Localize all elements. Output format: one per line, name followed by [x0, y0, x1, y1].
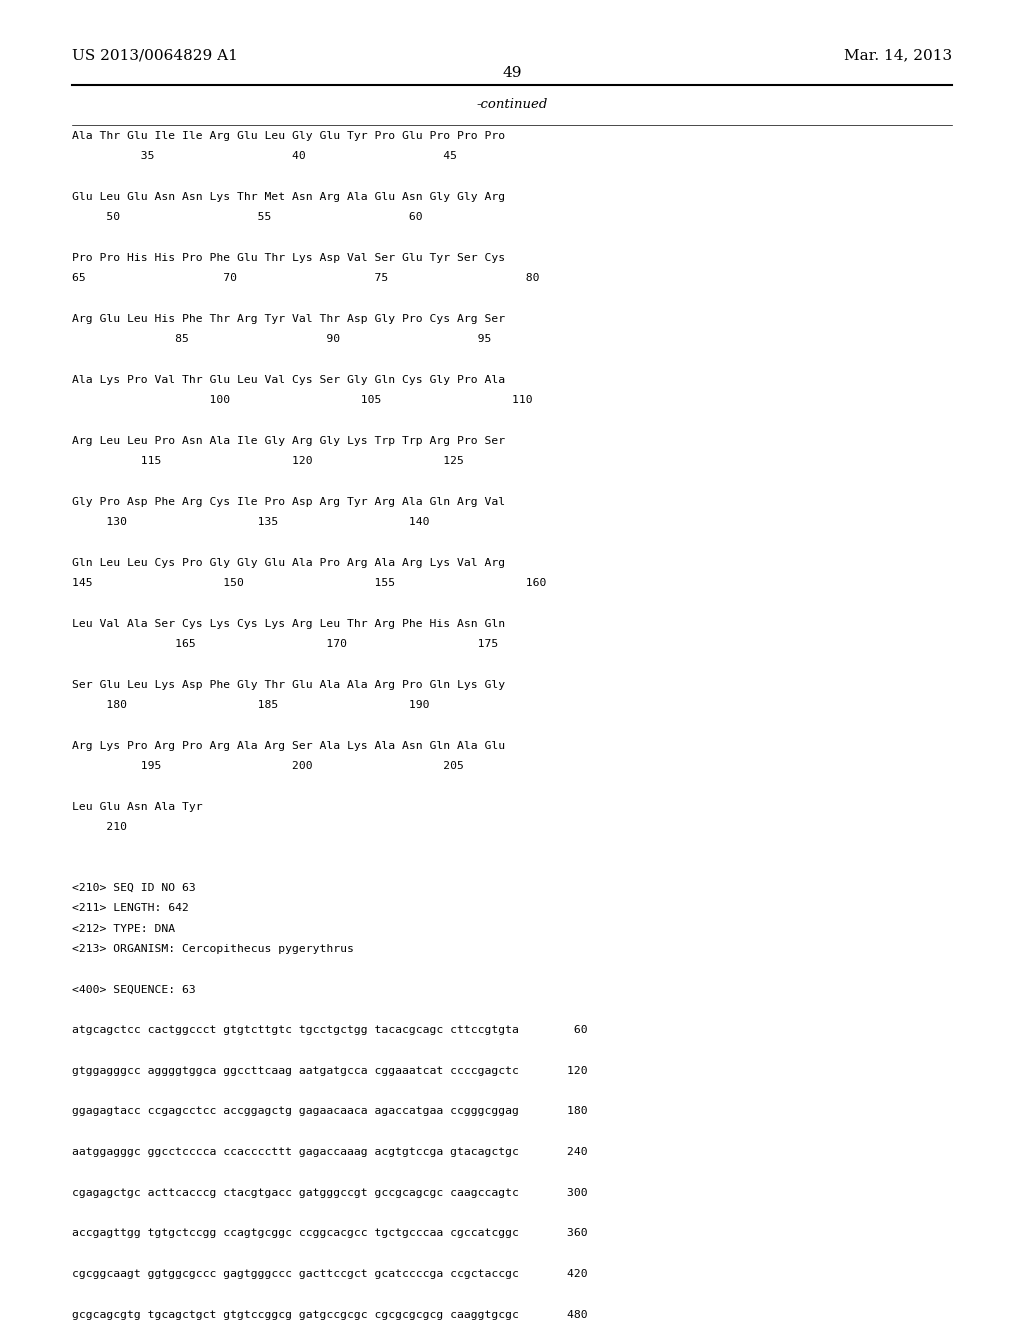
Text: 165                   170                   175: 165 170 175	[72, 639, 498, 649]
Text: 195                   200                   205: 195 200 205	[72, 762, 464, 771]
Text: 115                   120                   125: 115 120 125	[72, 457, 464, 466]
Text: Gly Pro Asp Phe Arg Cys Ile Pro Asp Arg Tyr Arg Ala Gln Arg Val: Gly Pro Asp Phe Arg Cys Ile Pro Asp Arg …	[72, 496, 505, 507]
Text: aatggagggc ggcctcccca ccaccccttt gagaccaaag acgtgtccga gtacagctgc       240: aatggagggc ggcctcccca ccaccccttt gagacca…	[72, 1147, 588, 1158]
Text: Leu Val Ala Ser Cys Lys Cys Lys Arg Leu Thr Arg Phe His Asn Gln: Leu Val Ala Ser Cys Lys Cys Lys Arg Leu …	[72, 619, 505, 628]
Text: gtggagggcc aggggtggca ggccttcaag aatgatgcca cggaaatcat ccccgagctc       120: gtggagggcc aggggtggca ggccttcaag aatgatg…	[72, 1065, 588, 1076]
Text: accgagttgg tgtgctccgg ccagtgcggc ccggcacgcc tgctgcccaa cgccatcggc       360: accgagttgg tgtgctccgg ccagtgcggc ccggcac…	[72, 1229, 588, 1238]
Text: <400> SEQUENCE: 63: <400> SEQUENCE: 63	[72, 985, 196, 994]
Text: Arg Lys Pro Arg Pro Arg Ala Arg Ser Ala Lys Ala Asn Gln Ala Glu: Arg Lys Pro Arg Pro Arg Ala Arg Ser Ala …	[72, 741, 505, 751]
Text: Mar. 14, 2013: Mar. 14, 2013	[844, 49, 952, 62]
Text: 210: 210	[72, 822, 127, 832]
Text: <210> SEQ ID NO 63: <210> SEQ ID NO 63	[72, 883, 196, 892]
Text: 65                    70                    75                    80: 65 70 75 80	[72, 273, 540, 284]
Text: Ala Lys Pro Val Thr Glu Leu Val Cys Ser Gly Gln Cys Gly Pro Ala: Ala Lys Pro Val Thr Glu Leu Val Cys Ser …	[72, 375, 505, 385]
Text: gcgcagcgtg tgcagctgct gtgtccggcg gatgccgcgc cgcgcgcgcg caaggtgcgc       480: gcgcagcgtg tgcagctgct gtgtccggcg gatgccg…	[72, 1309, 588, 1320]
Text: <211> LENGTH: 642: <211> LENGTH: 642	[72, 903, 188, 913]
Text: Gln Leu Leu Cys Pro Gly Gly Glu Ala Pro Arg Ala Arg Lys Val Arg: Gln Leu Leu Cys Pro Gly Gly Glu Ala Pro …	[72, 558, 505, 568]
Text: <213> ORGANISM: Cercopithecus pygerythrus: <213> ORGANISM: Cercopithecus pygerythru…	[72, 944, 353, 954]
Text: 50                    55                    60: 50 55 60	[72, 213, 422, 222]
Text: cgagagctgc acttcacccg ctacgtgacc gatgggccgt gccgcagcgc caagccagtc       300: cgagagctgc acttcacccg ctacgtgacc gatgggc…	[72, 1188, 588, 1197]
Text: 85                    90                    95: 85 90 95	[72, 334, 492, 345]
Text: atgcagctcc cactggccct gtgtcttgtc tgcctgctgg tacacgcagc cttccgtgta        60: atgcagctcc cactggccct gtgtcttgtc tgcctgc…	[72, 1026, 588, 1035]
Text: Ser Glu Leu Lys Asp Phe Gly Thr Glu Ala Ala Arg Pro Gln Lys Gly: Ser Glu Leu Lys Asp Phe Gly Thr Glu Ala …	[72, 680, 505, 690]
Text: -continued: -continued	[476, 98, 548, 111]
Text: 35                    40                    45: 35 40 45	[72, 152, 457, 161]
Text: 145                   150                   155                   160: 145 150 155 160	[72, 578, 546, 589]
Text: 130                   135                   140: 130 135 140	[72, 517, 429, 527]
Text: <212> TYPE: DNA: <212> TYPE: DNA	[72, 924, 175, 933]
Text: ggagagtacc ccgagcctcc accggagctg gagaacaaca agaccatgaa ccgggcggag       180: ggagagtacc ccgagcctcc accggagctg gagaaca…	[72, 1106, 588, 1117]
Text: Ala Thr Glu Ile Ile Arg Glu Leu Gly Glu Tyr Pro Glu Pro Pro Pro: Ala Thr Glu Ile Ile Arg Glu Leu Gly Glu …	[72, 131, 505, 141]
Text: 49: 49	[502, 66, 522, 79]
Text: Arg Glu Leu His Phe Thr Arg Tyr Val Thr Asp Gly Pro Cys Arg Ser: Arg Glu Leu His Phe Thr Arg Tyr Val Thr …	[72, 314, 505, 323]
Text: Glu Leu Glu Asn Asn Lys Thr Met Asn Arg Ala Glu Asn Gly Gly Arg: Glu Leu Glu Asn Asn Lys Thr Met Asn Arg …	[72, 193, 505, 202]
Text: Pro Pro His His Pro Phe Glu Thr Lys Asp Val Ser Glu Tyr Ser Cys: Pro Pro His His Pro Phe Glu Thr Lys Asp …	[72, 253, 505, 263]
Text: 100                   105                   110: 100 105 110	[72, 395, 532, 405]
Text: Arg Leu Leu Pro Asn Ala Ile Gly Arg Gly Lys Trp Trp Arg Pro Ser: Arg Leu Leu Pro Asn Ala Ile Gly Arg Gly …	[72, 436, 505, 446]
Text: cgcggcaagt ggtggcgccc gagtgggccc gacttccgct gcatccccga ccgctaccgc       420: cgcggcaagt ggtggcgccc gagtgggccc gacttcc…	[72, 1269, 588, 1279]
Text: US 2013/0064829 A1: US 2013/0064829 A1	[72, 49, 238, 62]
Text: 180                   185                   190: 180 185 190	[72, 700, 429, 710]
Text: Leu Glu Asn Ala Tyr: Leu Glu Asn Ala Tyr	[72, 801, 203, 812]
